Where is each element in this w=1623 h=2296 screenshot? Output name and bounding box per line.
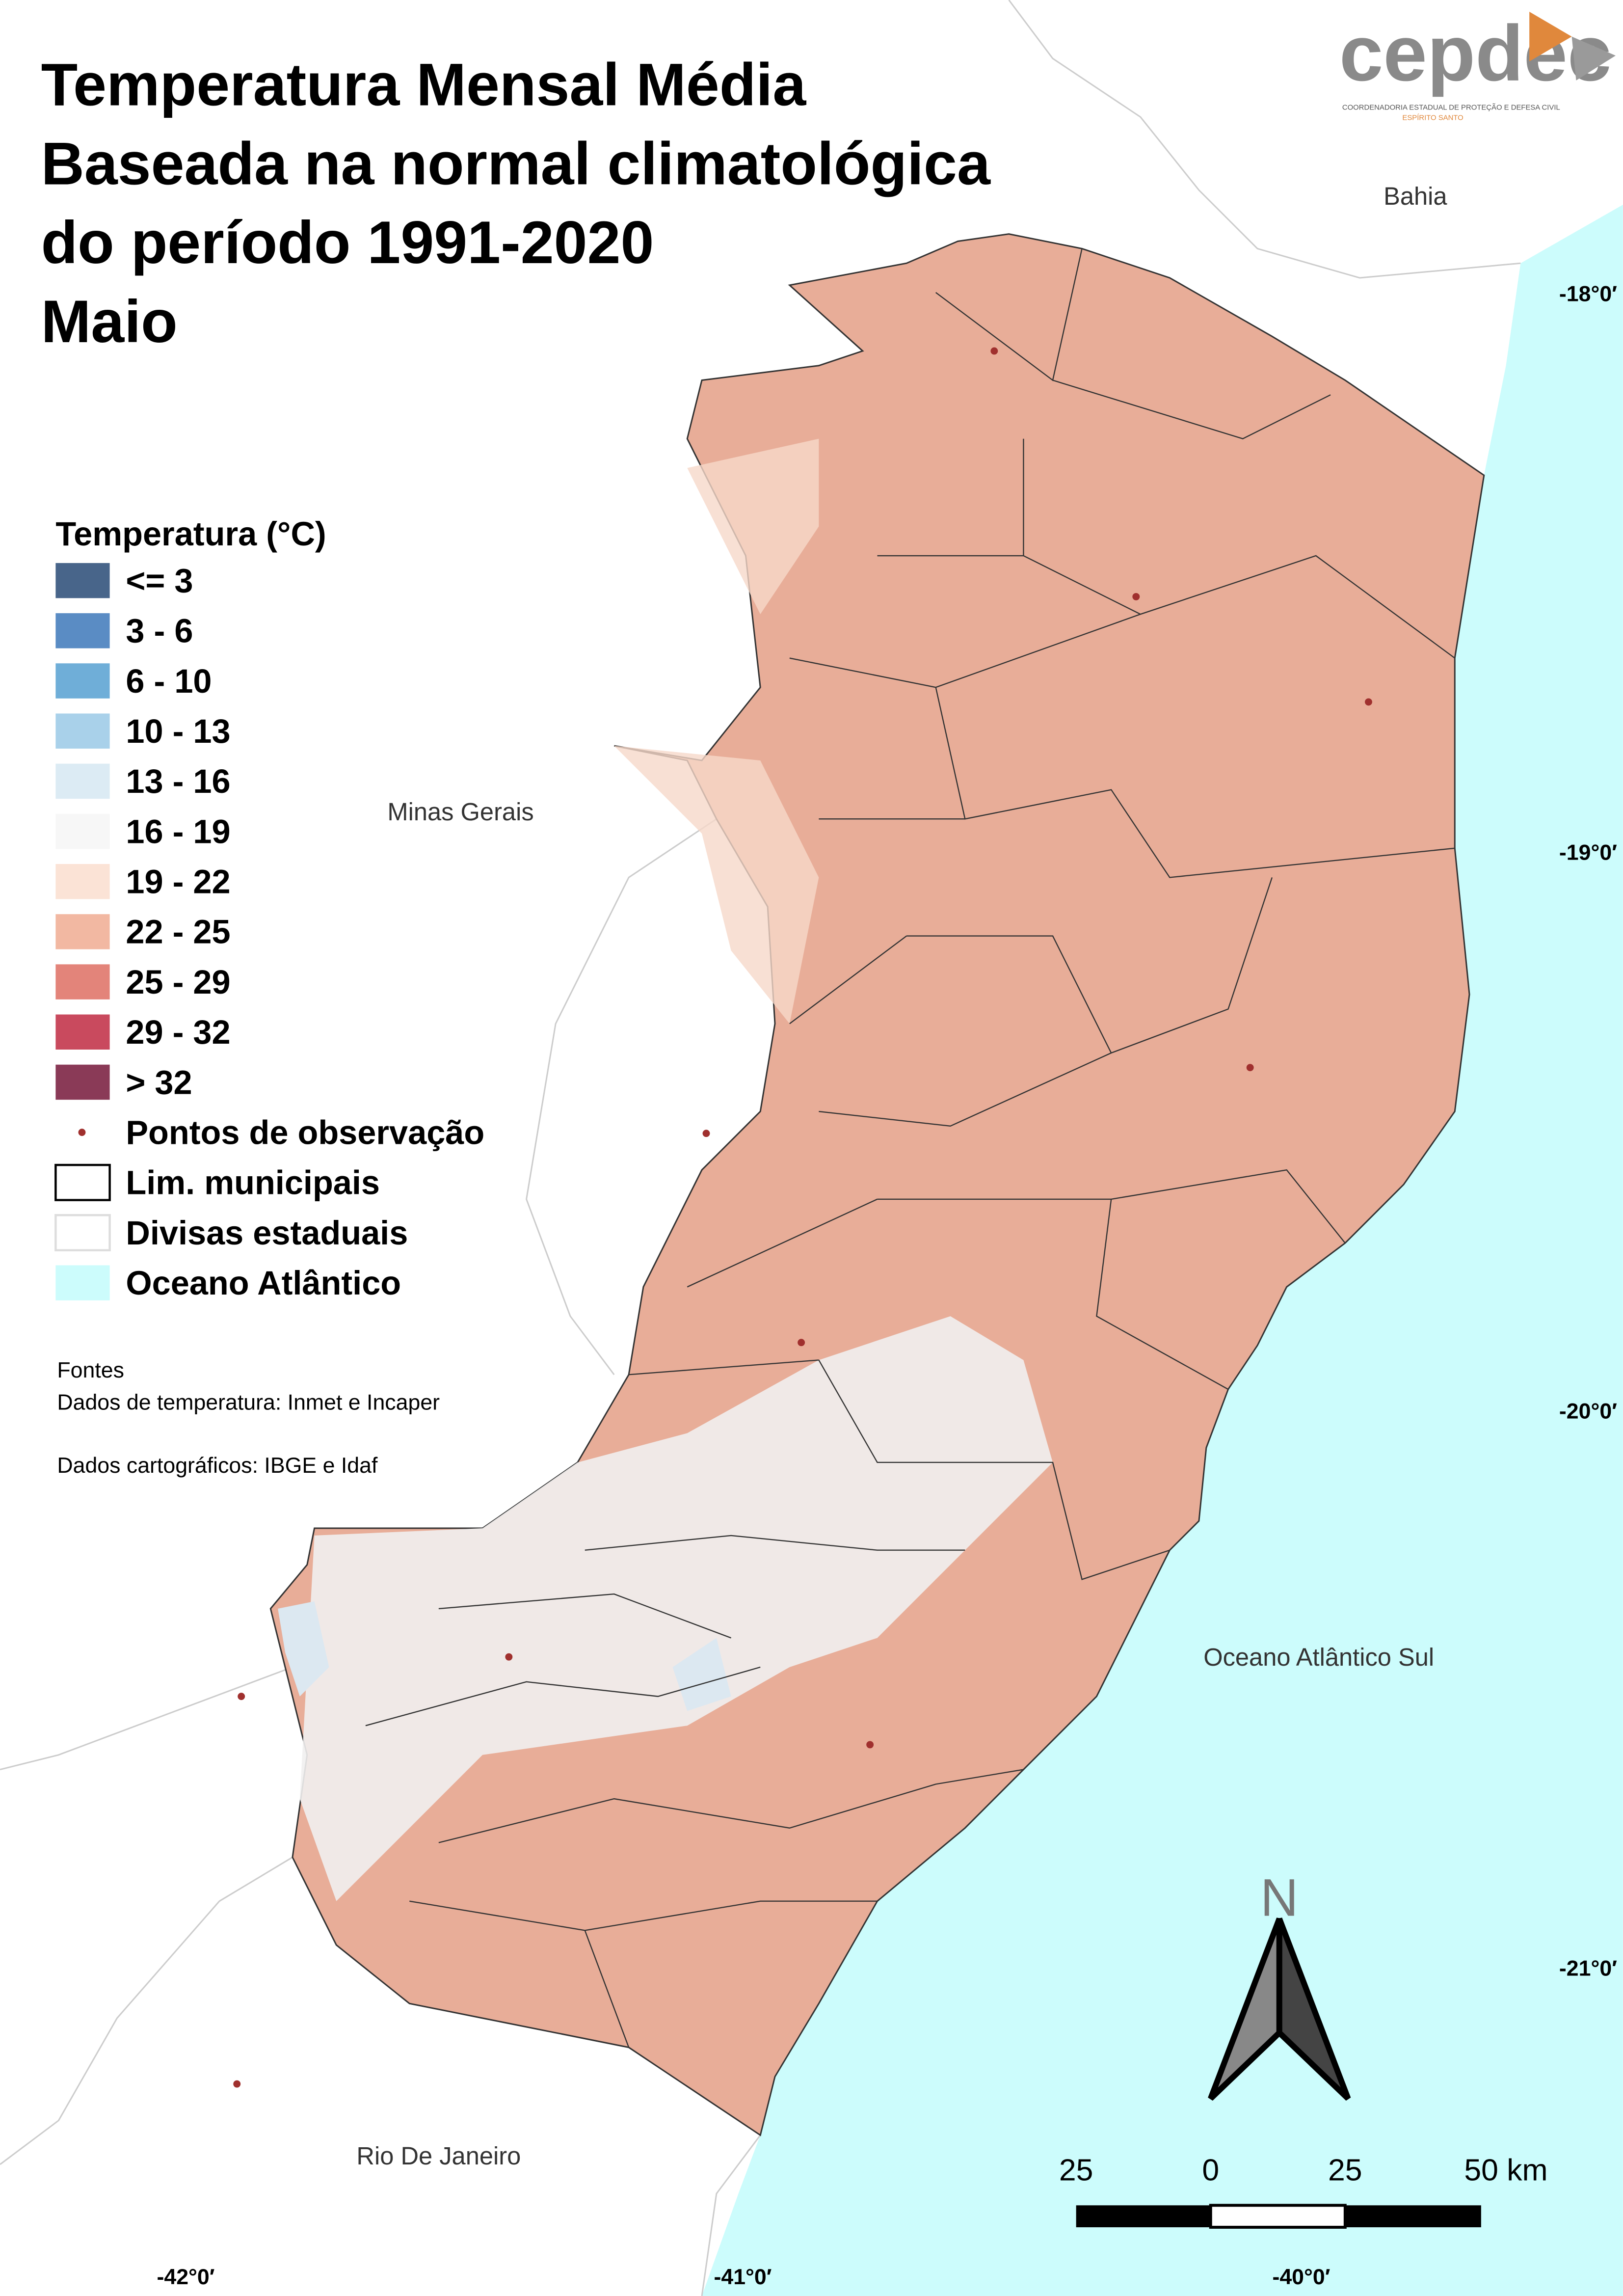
observation-point bbox=[1246, 1064, 1254, 1072]
longitude-label: -40°0′ bbox=[1272, 2265, 1330, 2289]
place-label: Rio De Janeiro bbox=[356, 2142, 521, 2170]
title-block: Temperatura Mensal Média Baseada na norma… bbox=[41, 51, 991, 355]
map-labels: Bahia Minas Gerais Oceano Atlântico Sul Rio… bbox=[157, 182, 1617, 2289]
legend-label: Lim. municipais bbox=[126, 1164, 380, 1202]
legend-symbol bbox=[78, 1129, 86, 1136]
observation-point bbox=[866, 1741, 874, 1749]
logo-name: cepdec bbox=[1339, 9, 1611, 98]
legend-swatch bbox=[55, 813, 110, 849]
legend-label: 6 - 10 bbox=[126, 662, 212, 700]
legend-label: > 32 bbox=[126, 1063, 192, 1101]
longitude-label: -42°0′ bbox=[157, 2265, 215, 2289]
title-line: Maio bbox=[41, 288, 178, 355]
scale-label: 50 km bbox=[1464, 2153, 1547, 2188]
sources-line: Dados cartográficos: IBGE e Idaf bbox=[57, 1454, 378, 1478]
observation-point bbox=[505, 1653, 513, 1661]
latitude-label: -18°0′ bbox=[1559, 282, 1617, 306]
legend-swatch bbox=[55, 713, 110, 749]
legend-swatch bbox=[55, 914, 110, 949]
legend-label: <= 3 bbox=[126, 562, 193, 599]
legend-label: 10 - 13 bbox=[126, 712, 230, 750]
legend-swatch bbox=[55, 964, 110, 999]
legend-swatch bbox=[55, 763, 110, 799]
legend-swatch bbox=[55, 1064, 110, 1100]
scale-label: 0 bbox=[1202, 2153, 1219, 2188]
legend-label: 3 - 6 bbox=[126, 612, 193, 650]
legend-label: Divisas estaduais bbox=[126, 1214, 408, 1252]
ocean bbox=[702, 205, 1623, 2296]
scale-label: 25 bbox=[1059, 2153, 1093, 2188]
observation-point bbox=[233, 2080, 241, 2088]
north-label: N bbox=[1260, 1868, 1298, 1927]
logo-state: ESPÍRITO SANTO bbox=[1402, 113, 1463, 122]
place-label: Oceano Atlântico Sul bbox=[1203, 1643, 1434, 1671]
legend-swatch bbox=[55, 864, 110, 899]
legend-swatch bbox=[55, 1014, 110, 1050]
latitude-label: -21°0′ bbox=[1559, 1957, 1617, 1981]
place-label: Bahia bbox=[1384, 182, 1447, 210]
legend-title: Temperatura (°C) bbox=[55, 515, 326, 553]
legend-label: 13 - 16 bbox=[126, 762, 230, 800]
legend-symbol bbox=[54, 1214, 111, 1251]
scale-label: 25 bbox=[1328, 2153, 1362, 2188]
legend-swatch bbox=[55, 563, 110, 598]
cool-area bbox=[299, 1316, 1053, 1901]
place-label: Minas Gerais bbox=[387, 798, 533, 826]
logo-subtitle: COORDENADORIA ESTADUAL DE PROTEÇÃO E DEF… bbox=[1342, 103, 1560, 111]
scale-segment bbox=[1076, 2205, 1211, 2227]
title-line: Temperatura Mensal Média bbox=[41, 51, 807, 118]
observation-points bbox=[233, 347, 1372, 2088]
north-arrow bbox=[1276, 1918, 1351, 2101]
legend: <= 3 3 - 6 6 - 10 10 - 13 13 - 16 16 - 19 19 -… bbox=[54, 562, 484, 1302]
legend-label: Pontos de observação bbox=[126, 1113, 484, 1151]
sources-heading: Fontes bbox=[57, 1358, 124, 1382]
scale-segment bbox=[1209, 2204, 1347, 2229]
longitude-label: -41°0′ bbox=[714, 2265, 772, 2289]
scale-bar bbox=[1076, 2204, 1481, 2229]
state-border bbox=[0, 0, 1521, 2296]
legend-swatch bbox=[55, 613, 110, 648]
observation-point bbox=[1132, 593, 1140, 600]
warm-patch bbox=[614, 438, 819, 1024]
observation-point bbox=[990, 347, 998, 355]
legend-swatch bbox=[55, 663, 110, 699]
scale-segment bbox=[1345, 2205, 1481, 2227]
legend-label: 29 - 32 bbox=[126, 1013, 230, 1051]
title-line: Baseada na normal climatológica bbox=[41, 130, 991, 197]
latitude-label: -19°0′ bbox=[1559, 841, 1617, 865]
legend-label: 25 - 29 bbox=[126, 963, 230, 1001]
legend-label: 16 - 19 bbox=[126, 812, 230, 850]
latitude-label: -20°0′ bbox=[1559, 1400, 1617, 1424]
legend-symbol bbox=[55, 1265, 110, 1300]
logo-mark bbox=[1571, 36, 1616, 81]
observation-point bbox=[1365, 698, 1372, 706]
observation-point bbox=[798, 1339, 805, 1347]
logo-mark bbox=[1529, 11, 1572, 62]
legend-label: Oceano Atlântico bbox=[126, 1264, 401, 1302]
observation-point bbox=[238, 1693, 245, 1701]
municipal-limits bbox=[365, 248, 1455, 2048]
observation-point bbox=[702, 1130, 710, 1137]
sources-line: Dados de temperatura: Inmet e Incaper bbox=[57, 1391, 440, 1415]
cool-area bbox=[278, 1601, 731, 1711]
legend-symbol bbox=[54, 1163, 111, 1201]
legend-label: 22 - 25 bbox=[126, 913, 230, 951]
title-line: do período 1991-2020 bbox=[41, 209, 654, 276]
sources: Fontes Dados de temperatura: Inmet e Inca… bbox=[57, 1358, 440, 1478]
legend-label: 19 - 22 bbox=[126, 863, 230, 901]
